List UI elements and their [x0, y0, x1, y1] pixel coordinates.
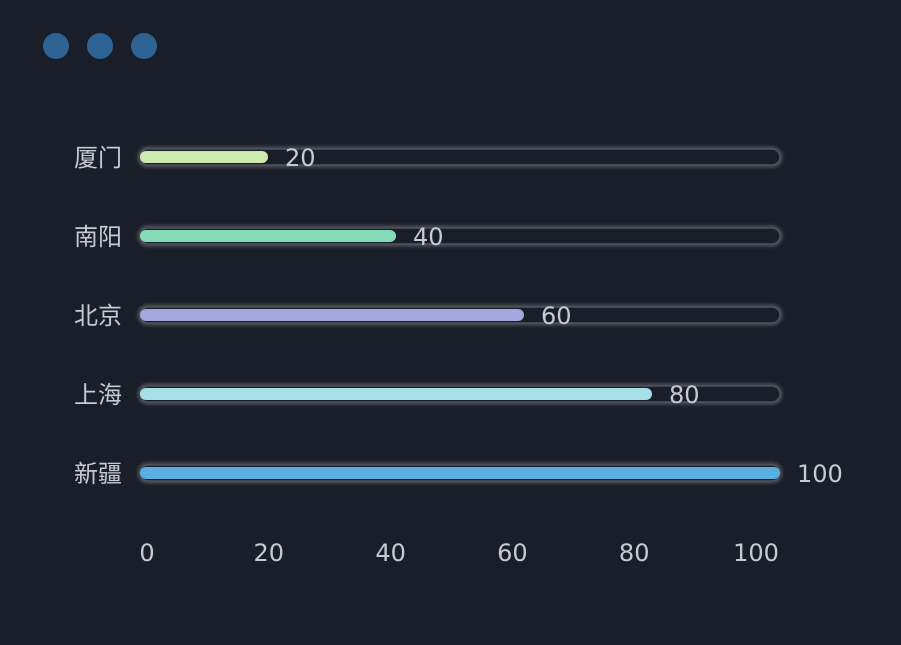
- x-tick-label: 80: [619, 539, 650, 567]
- bar-track-glow: [138, 463, 782, 483]
- data-label: 40: [413, 223, 444, 251]
- x-tick-label: 100: [733, 539, 779, 567]
- window-dot-icon[interactable]: [87, 33, 113, 59]
- bar-0: [140, 151, 268, 163]
- bar-4: [140, 467, 780, 479]
- bar-3: [140, 388, 652, 400]
- bar-2: [140, 309, 524, 321]
- bar-track-glow: [138, 384, 782, 404]
- x-tick-label: 40: [375, 539, 406, 567]
- category-label: 南阳: [74, 223, 122, 251]
- data-label: 80: [669, 381, 700, 409]
- data-label: 60: [541, 302, 572, 330]
- window-dot-icon[interactable]: [131, 33, 157, 59]
- x-tick-label: 60: [497, 539, 528, 567]
- bar-track-glow: [138, 305, 782, 325]
- category-label: 北京: [74, 302, 122, 330]
- bar-track-glow: [138, 226, 782, 246]
- bar-1: [140, 230, 396, 242]
- bar-track-glow: [138, 147, 782, 167]
- x-tick-label: 20: [254, 539, 285, 567]
- window-dot-icon[interactable]: [43, 33, 69, 59]
- x-tick-label: 0: [139, 539, 154, 567]
- category-label: 新疆: [74, 460, 122, 488]
- data-label: 20: [285, 144, 316, 172]
- category-label: 上海: [74, 381, 122, 409]
- data-label: 100: [797, 460, 843, 488]
- category-label: 厦门: [74, 144, 122, 172]
